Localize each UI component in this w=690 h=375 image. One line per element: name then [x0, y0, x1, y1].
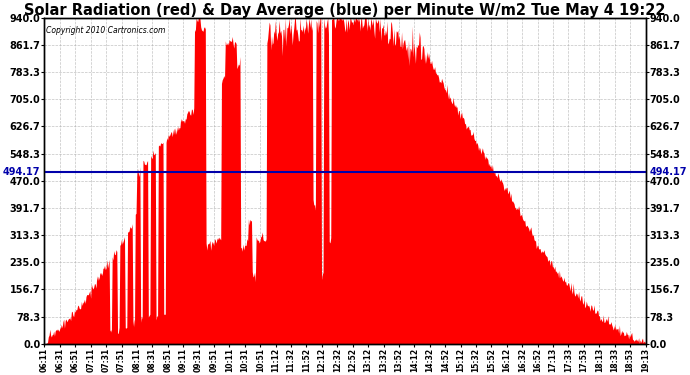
Text: 494.17: 494.17: [3, 167, 40, 177]
Title: Solar Radiation (red) & Day Average (blue) per Minute W/m2 Tue May 4 19:22: Solar Radiation (red) & Day Average (blu…: [24, 3, 666, 18]
Text: 494.17: 494.17: [650, 167, 687, 177]
Text: Copyright 2010 Cartronics.com: Copyright 2010 Cartronics.com: [46, 26, 165, 35]
